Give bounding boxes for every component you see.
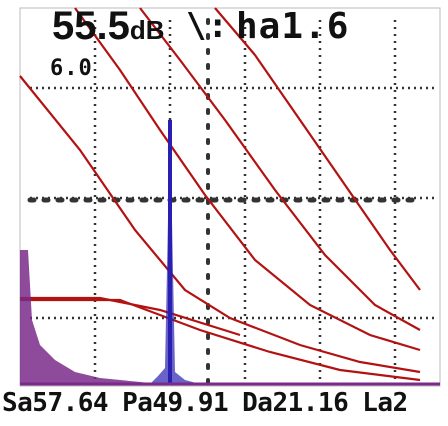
measurement-bar: Sa57.64 Pa49.91 Da21.16 La2 bbox=[2, 388, 422, 418]
plot-frame bbox=[19, 7, 441, 387]
gain-readout: 55.5dB bbox=[52, 4, 165, 49]
dac-curves bbox=[19, 7, 421, 382]
gain-unit: dB bbox=[129, 15, 165, 45]
dac-curve-1 bbox=[19, 75, 421, 374]
dac-curve-5 bbox=[20, 298, 421, 382]
gain-value: 55.5 bbox=[52, 4, 130, 48]
pa-readout: Pa49.91 bbox=[122, 388, 229, 418]
dac-curve-2 bbox=[74, 7, 421, 352]
echo-envelope bbox=[150, 120, 200, 384]
da-readout: Da21.16 bbox=[242, 388, 349, 418]
separator: \: bbox=[186, 6, 229, 46]
dac-curve-6 bbox=[20, 296, 241, 337]
signal-trace bbox=[20, 120, 440, 386]
initial-pulse bbox=[20, 250, 160, 384]
dac-curve-4 bbox=[214, 7, 421, 291]
sa-readout: Sa57.64 bbox=[2, 388, 109, 418]
dac-curve-3 bbox=[139, 7, 421, 331]
la-readout: La2 bbox=[362, 388, 408, 418]
range-readout: 6.0 bbox=[50, 56, 93, 81]
ha-readout: ha1.6 bbox=[236, 6, 350, 47]
